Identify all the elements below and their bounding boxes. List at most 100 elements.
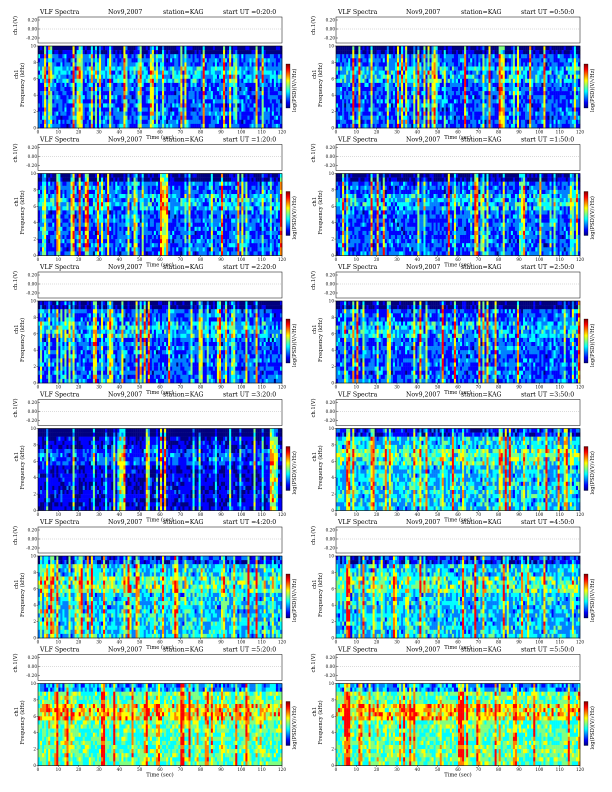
spectrogram-cell — [462, 95, 464, 99]
spectrogram-cell — [371, 54, 373, 58]
spectrogram-cell — [113, 75, 115, 79]
spectrogram-cell — [560, 67, 562, 71]
spectrogram-cell — [395, 79, 397, 83]
spectrogram-cell — [166, 99, 168, 103]
spectrogram-cell — [252, 103, 254, 107]
spectrogram-cell — [545, 46, 547, 50]
spectrogram-cell — [531, 124, 533, 128]
spectrogram-cell — [336, 99, 338, 103]
spectrogram-cell — [517, 87, 519, 91]
spectrogram-cell — [462, 62, 464, 66]
spectrogram-cell — [338, 79, 340, 83]
spectrogram-cell — [142, 83, 144, 87]
spectrogram-cell — [103, 62, 105, 66]
spectrogram-cell — [566, 87, 568, 91]
spectrogram-cell — [570, 95, 572, 99]
spectrogram-cell — [509, 120, 511, 124]
spectrogram-cell — [507, 112, 509, 116]
spectrogram-cell — [383, 124, 385, 128]
spectrogram-cell — [117, 67, 119, 71]
spectrogram-cell — [278, 50, 280, 54]
spectrogram-cell — [64, 99, 66, 103]
spectrogram-cell — [111, 108, 113, 112]
spectrogram-cell — [511, 54, 513, 58]
spectrogram-cell — [362, 91, 364, 95]
spectrogram-cell — [71, 112, 73, 116]
spectrogram-cell — [338, 50, 340, 54]
spectrogram-cell — [77, 91, 79, 95]
spectrogram-cell — [423, 116, 425, 120]
spectrogram-cell — [156, 87, 158, 91]
spectrogram-cell — [85, 91, 87, 95]
spectrogram-cell — [505, 120, 507, 124]
spectrogram-cell — [377, 116, 379, 120]
spectrogram-cell — [227, 62, 229, 66]
spectrogram-cell — [156, 91, 158, 95]
spectrogram-cell — [144, 75, 146, 79]
spectrogram-cell — [562, 120, 564, 124]
spectrogram-cell — [430, 95, 432, 99]
spectrogram-cell — [254, 46, 256, 50]
spectrogram-cell — [58, 62, 60, 66]
spectrogram-cell — [146, 91, 148, 95]
spectrogram-cell — [109, 120, 111, 124]
spectrogram-cell — [40, 95, 42, 99]
spectrogram-cell — [138, 71, 140, 75]
spectrogram-cell — [430, 71, 432, 75]
spectrogram-cell — [235, 91, 237, 95]
spectrogram-cell — [552, 99, 554, 103]
spectrogram-cell — [256, 67, 258, 71]
spectrogram-cell — [350, 103, 352, 107]
spectrogram-cell — [205, 95, 207, 99]
spectrogram-cell — [154, 120, 156, 124]
spectrogram-cell — [507, 91, 509, 95]
spectrogram-cell — [373, 71, 375, 75]
spectrogram-cell — [373, 75, 375, 79]
spectrogram-cell — [274, 91, 276, 95]
spectrogram-cell — [352, 54, 354, 58]
spectrogram-cell — [338, 71, 340, 75]
spectrogram-cell — [533, 75, 535, 79]
spectrogram-cell — [130, 75, 132, 79]
spectrogram-cell — [497, 124, 499, 128]
spectrogram-cell — [174, 71, 176, 75]
spectrogram-cell — [249, 120, 251, 124]
spectrogram-cell — [501, 112, 503, 116]
spectrogram-cell — [440, 79, 442, 83]
spectrogram-cell — [268, 95, 270, 99]
spectrogram-cell — [186, 71, 188, 75]
spectrogram-cell — [446, 58, 448, 62]
spectrogram-cell — [470, 62, 472, 66]
spectrogram-cell — [395, 95, 397, 99]
spectrogram-cell — [456, 99, 458, 103]
x-tick-label: 10 — [56, 130, 62, 135]
spectrogram-cell — [364, 108, 366, 112]
spectrogram-cell — [419, 67, 421, 71]
spectrogram-cell — [501, 79, 503, 83]
spectrogram-cell — [75, 91, 77, 95]
spectrogram-cell — [562, 58, 564, 62]
spectrogram-cell — [40, 79, 42, 83]
spectrogram-cell — [350, 67, 352, 71]
spectrogram-cell — [111, 46, 113, 50]
spectrogram-cell — [513, 75, 515, 79]
spectrogram-cell — [172, 83, 174, 87]
spectrogram-cell — [352, 103, 354, 107]
spectrogram-cell — [373, 87, 375, 91]
spectrogram-cell — [148, 112, 150, 116]
spectrogram-cell — [188, 124, 190, 128]
spectrogram-cell — [115, 116, 117, 120]
spectrogram-cell — [247, 103, 249, 107]
spectrogram-cell — [170, 103, 172, 107]
spectrogram-cell — [354, 79, 356, 83]
spectrogram-cell — [93, 91, 95, 95]
spectrogram-cell — [423, 120, 425, 124]
spectrogram-cell — [452, 71, 454, 75]
spectrogram-cell — [438, 124, 440, 128]
spectrogram-cell — [369, 83, 371, 87]
spectrogram-cell — [364, 62, 366, 66]
spectrogram-cell — [148, 75, 150, 79]
spectrogram-cell — [266, 120, 268, 124]
spectrogram-cell — [62, 95, 64, 99]
spectrogram-cell — [401, 87, 403, 91]
